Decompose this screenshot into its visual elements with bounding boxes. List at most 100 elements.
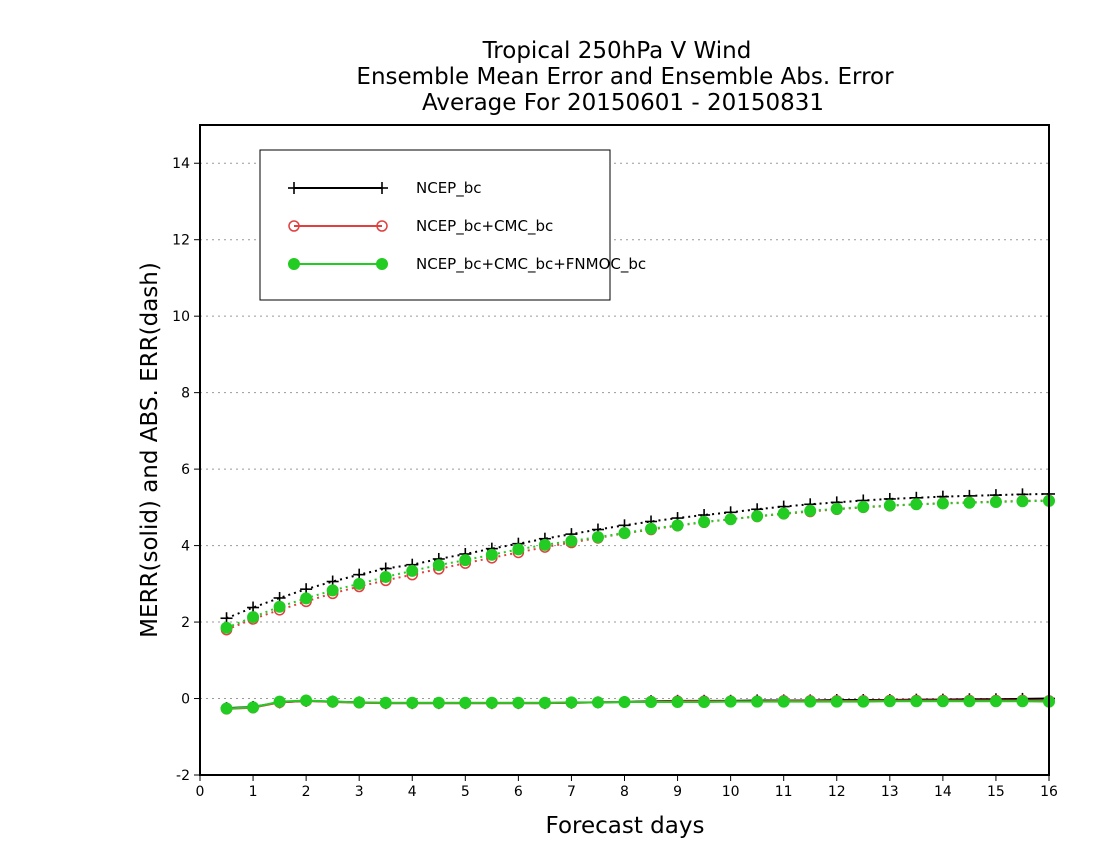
merr-point (512, 696, 525, 709)
x-tick-label: 5 (461, 784, 470, 800)
legend-label: NCEP_bc+CMC_bc (416, 217, 553, 236)
x-tick-label: 12 (828, 784, 846, 800)
merr-point (300, 694, 313, 707)
merr-line (226, 699, 1050, 710)
title-line-1: Tropical 250hPa V Wind (482, 38, 752, 64)
abs-err-point (936, 497, 949, 510)
legend-item-0: NCEP_bc (288, 179, 482, 198)
abs-err-point (512, 543, 525, 556)
y-axis-label: MERR(solid) and ABS. ERR(dash) (137, 262, 163, 638)
series-lines (220, 487, 1055, 715)
abs-err-point (724, 513, 737, 526)
abs-err-point (857, 500, 870, 513)
x-tick-label: 9 (673, 784, 682, 800)
legend-item-2: NCEP_bc+CMC_bc+FNMOC_bc (288, 255, 646, 274)
abs-err-point (1016, 495, 1029, 508)
legend-label: NCEP_bc (416, 179, 482, 198)
abs-err-point (910, 498, 923, 511)
title-line-2: Ensemble Mean Error and Ensemble Abs. Er… (356, 64, 894, 90)
x-tick-label: 14 (934, 784, 952, 800)
abs-err-point (751, 510, 764, 523)
x-axis-label: Forecast days (546, 813, 705, 839)
merr-point (910, 695, 923, 708)
abs-err-point (406, 564, 419, 577)
abs-err-point (565, 535, 578, 547)
merr-point (963, 695, 976, 708)
abs-err-line (226, 492, 1050, 620)
abs-err-point (777, 507, 790, 520)
x-tick-label: 13 (881, 784, 899, 800)
abs-err-point (883, 499, 896, 512)
merr-point (591, 696, 604, 709)
merr-point (857, 695, 870, 708)
abs-err-point (353, 577, 366, 590)
abs-err-point (671, 519, 684, 532)
y-tick-label: 10 (172, 309, 190, 325)
abs-err-point (963, 496, 976, 509)
merr-point (830, 695, 843, 708)
x-tick-label: 3 (355, 784, 364, 800)
legend-marker (288, 220, 300, 232)
abs-err-line (226, 499, 1050, 631)
abs-err-point (618, 526, 631, 539)
x-tick-label: 7 (567, 784, 576, 800)
merr-point (883, 695, 896, 708)
merr-point (485, 696, 498, 709)
abs-err-point (538, 538, 551, 551)
abs-err-point (247, 611, 260, 624)
abs-err-point (379, 570, 392, 583)
x-tick-label: 1 (249, 784, 258, 800)
merr-point (273, 695, 286, 708)
merr-point (671, 695, 684, 708)
merr-point (247, 701, 260, 714)
abs-err-point (591, 531, 604, 544)
merr-point (326, 695, 339, 708)
chart-title: Tropical 250hPa V Wind Ensemble Mean Err… (356, 38, 894, 116)
abs-err-point (989, 496, 1002, 508)
x-tick-label: 8 (620, 784, 629, 800)
abs-err-point (830, 502, 843, 515)
abs-err-point (220, 621, 233, 634)
y-tick-label: 12 (172, 233, 190, 249)
merr-point (432, 696, 445, 709)
legend-marker (288, 258, 300, 270)
legend-marker (376, 258, 388, 270)
abs-err-point (459, 554, 472, 567)
x-tick-label: 16 (1040, 784, 1058, 800)
abs-err-point (432, 559, 445, 572)
abs-err-point (300, 592, 313, 605)
x-tick-label: 4 (408, 784, 417, 800)
merr-point (565, 696, 578, 709)
merr-point (406, 696, 419, 709)
abs-err-point (326, 584, 339, 597)
abs-err-line (226, 499, 1050, 629)
x-tick-label: 6 (514, 784, 523, 800)
series-1 (220, 494, 1055, 715)
abs-err-point (485, 548, 498, 561)
plot-frame (199, 124, 1050, 776)
y-tick-label: 0 (181, 692, 190, 708)
merr-point (777, 695, 790, 708)
merr-point (751, 695, 764, 708)
merr-point (804, 695, 817, 708)
title-line-3: Average For 20150601 - 20150831 (422, 90, 824, 116)
abs-err-point (273, 600, 286, 613)
abs-err-point (645, 522, 658, 535)
merr-point (220, 702, 233, 715)
x-tick-label: 10 (722, 784, 740, 800)
merr-point (459, 696, 472, 709)
y-tick-label: 6 (181, 462, 190, 478)
y-tick-label: 2 (181, 615, 190, 631)
merr-point (645, 695, 658, 708)
abs-err-point (698, 515, 711, 528)
merr-point (379, 696, 392, 709)
y-tick-label: 14 (172, 156, 190, 172)
legend-marker (376, 182, 388, 194)
x-tick-label: 15 (987, 784, 1005, 800)
merr-point (724, 695, 737, 708)
legend-label: NCEP_bc+CMC_bc+FNMOC_bc (416, 255, 646, 274)
legend-marker (288, 182, 300, 194)
merr-point (353, 696, 366, 709)
merr-point (936, 695, 949, 708)
